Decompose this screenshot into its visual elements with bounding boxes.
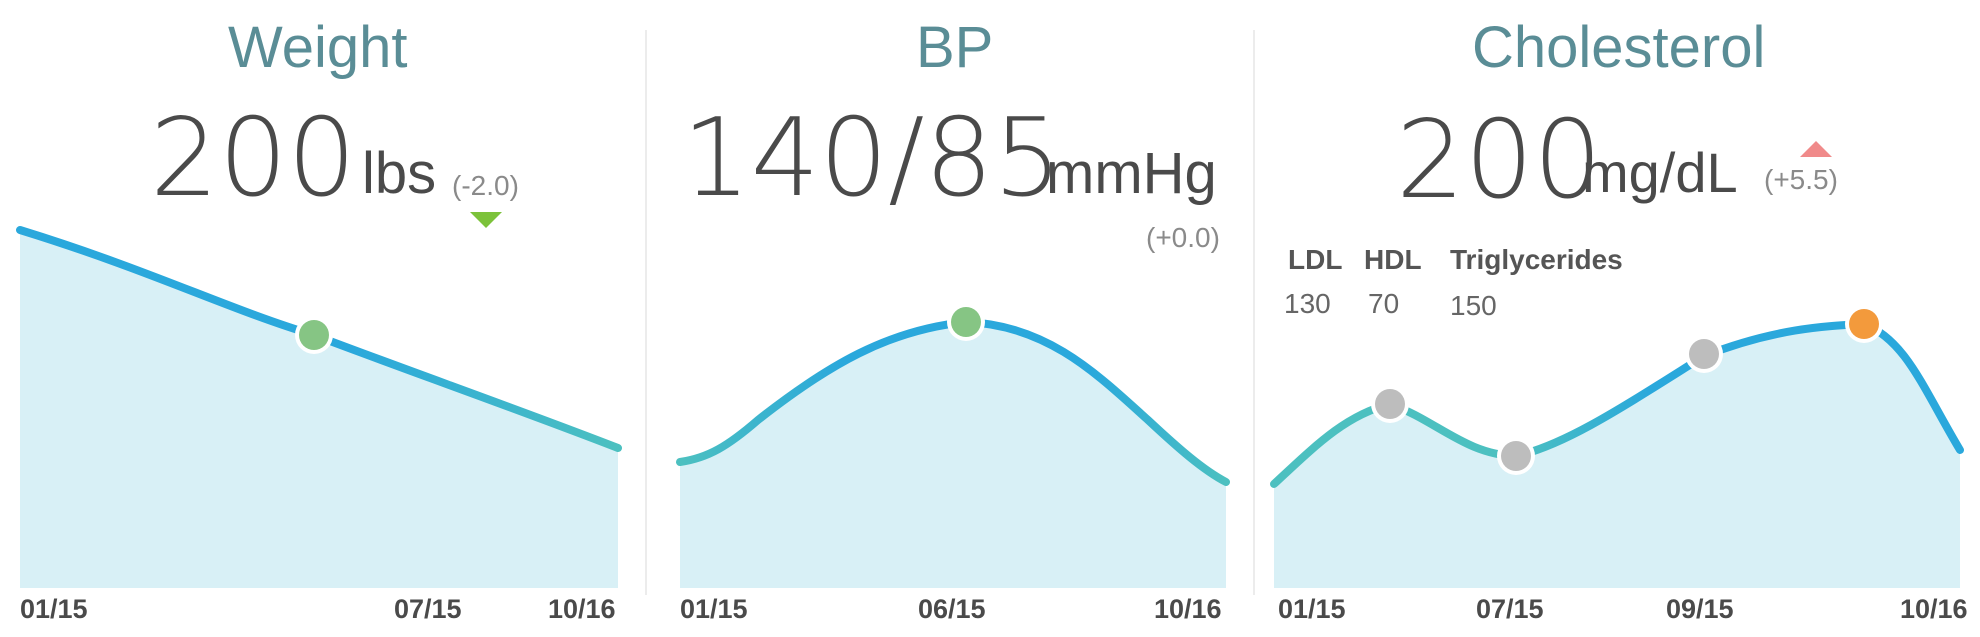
triglycerides-value: 150: [1450, 290, 1497, 321]
weight-x-label-3: 10/16: [548, 594, 616, 624]
weight-panel[interactable]: Weight 200 lbs (-2.0) 01/15 07/15 10/16: [0, 0, 640, 637]
weight-area: [20, 230, 618, 588]
bp-delta: (+0.0): [1146, 222, 1220, 253]
bp-chart: [676, 303, 1230, 588]
cholesterol-marker-3-dot: [1689, 339, 1719, 369]
bp-x-label-1: 01/15: [680, 594, 748, 624]
cholesterol-chart: [1270, 141, 1964, 588]
cholesterol-marker-4-dot: [1849, 309, 1879, 339]
trend-down-icon: [470, 212, 502, 228]
bp-unit: mmHg: [1046, 141, 1217, 206]
cholesterol-area: [1274, 324, 1960, 588]
weight-unit: lbs: [362, 141, 437, 206]
weight-title: Weight: [228, 15, 408, 80]
cholesterol-x-label-1: 01/15: [1278, 594, 1346, 624]
cholesterol-x-label-2: 07/15: [1476, 594, 1544, 624]
cholesterol-x-label-4: 10/16: [1900, 594, 1968, 624]
bp-title: BP: [916, 15, 994, 80]
weight-value: 200: [150, 96, 357, 221]
cholesterol-value: 200: [1396, 98, 1603, 223]
bp-x-label-2: 06/15: [918, 594, 986, 624]
trend-up-icon: [1800, 141, 1832, 157]
ldl-label: LDL: [1288, 244, 1343, 275]
cholesterol-delta: (+5.5): [1764, 164, 1838, 195]
cholesterol-marker-1-dot: [1375, 389, 1405, 419]
cholesterol-title: Cholesterol: [1472, 15, 1766, 80]
weight-x-label-1: 01/15: [20, 594, 88, 624]
bp-area: [680, 322, 1226, 588]
bp-value: 140/85: [682, 96, 1062, 221]
bp-marker-dot: [951, 307, 981, 337]
cholesterol-unit: mg/dL: [1582, 141, 1738, 204]
cholesterol-marker-2-dot: [1501, 441, 1531, 471]
hdl-value: 70: [1368, 288, 1400, 319]
panel-divider: [1253, 30, 1255, 595]
cholesterol-panel[interactable]: Cholesterol 200 mg/dL (+5.5) LDL 130 HDL…: [1256, 0, 1980, 637]
bp-x-label-3: 10/16: [1154, 594, 1222, 624]
cholesterol-x-label-3: 09/15: [1666, 594, 1734, 624]
hdl-label: HDL: [1364, 244, 1422, 275]
ldl-value: 130: [1284, 288, 1331, 319]
triglycerides-label: Triglycerides: [1450, 244, 1623, 275]
weight-x-label-2: 07/15: [394, 594, 462, 624]
weight-chart: [16, 212, 622, 588]
weight-delta: (-2.0): [452, 170, 519, 201]
panel-divider: [645, 30, 647, 595]
bp-panel[interactable]: BP 140/85 mmHg (+0.0) 01/15 06/15 10/16: [648, 0, 1248, 637]
weight-marker-dot: [299, 320, 329, 350]
